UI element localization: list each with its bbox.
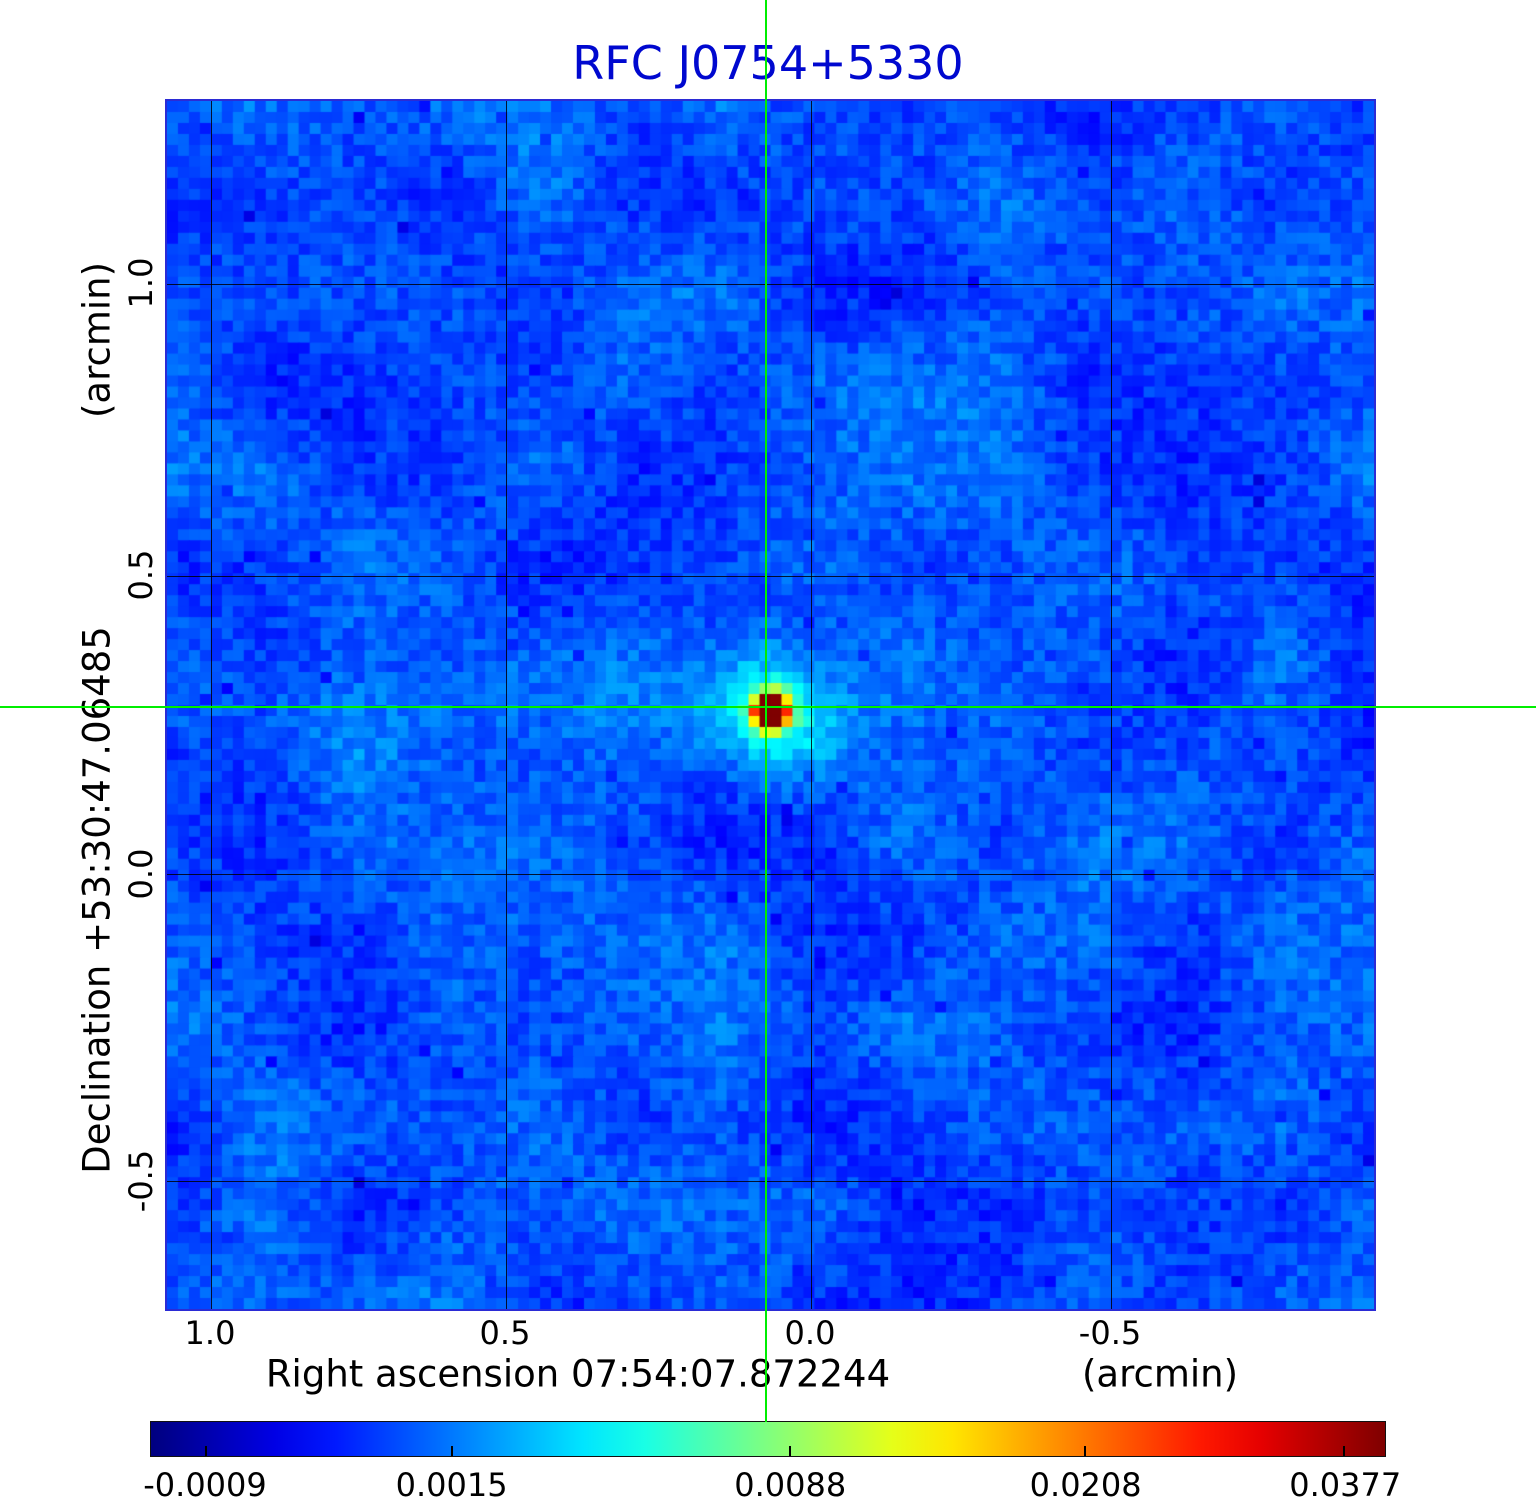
crosshair-vertical-line [765, 0, 767, 1422]
colorbar-tick-label: 0.0088 [734, 1466, 847, 1504]
grid-line-vertical [211, 101, 212, 1309]
grid-line-vertical [506, 101, 507, 1309]
y-axis-tick: -0.5 [122, 1149, 160, 1213]
y-axis-unit-label: (arcmin) [75, 261, 119, 419]
colorbar-tick-mark [789, 1446, 792, 1456]
x-axis-tick: 0.5 [479, 1314, 531, 1352]
colorbar-tick-mark [1343, 1446, 1346, 1456]
grid-line-horizontal [167, 1181, 1374, 1182]
grid-line-horizontal [167, 576, 1374, 577]
colorbar-tick-label: 0.0208 [1029, 1466, 1142, 1504]
x-axis-tick: 0.0 [784, 1314, 836, 1352]
colorbar-tick-mark [1084, 1446, 1087, 1456]
grid-line-vertical [1111, 101, 1112, 1309]
colorbar-tick-mark [204, 1446, 207, 1456]
colorbar-tick-label: 0.0015 [395, 1466, 508, 1504]
grid-line-horizontal [167, 874, 1374, 875]
page-title: RFC J0754+5330 [572, 36, 964, 90]
y-axis-tick: 0.5 [122, 549, 160, 601]
colorbar-tick-label: 0.0377 [1289, 1466, 1402, 1504]
grid-line-horizontal [167, 284, 1374, 285]
y-axis-label: Declination +53:30:47.06485 [75, 626, 119, 1174]
x-axis-tick: 1.0 [184, 1314, 236, 1352]
grid-line-vertical [811, 101, 812, 1309]
colorbar-tick-mark [451, 1446, 454, 1456]
y-axis-tick: 0.0 [122, 848, 160, 900]
sky-map-canvas [167, 101, 1374, 1309]
y-axis-tick: 1.0 [122, 257, 160, 309]
crosshair-horizontal-line [0, 706, 1536, 708]
colorbar-labels: -0.0009 0.0015 0.0088 0.0208 0.0377 [143, 1466, 1401, 1504]
colorbar-tick-label: -0.0009 [143, 1466, 267, 1504]
x-axis-tick: -0.5 [1078, 1314, 1142, 1352]
colorbar [150, 1421, 1386, 1457]
x-axis-unit-label: (arcmin) [1081, 1352, 1239, 1396]
sky-map-plot [165, 99, 1376, 1311]
x-axis-label: Right ascension 07:54:07.872244 [265, 1352, 891, 1396]
